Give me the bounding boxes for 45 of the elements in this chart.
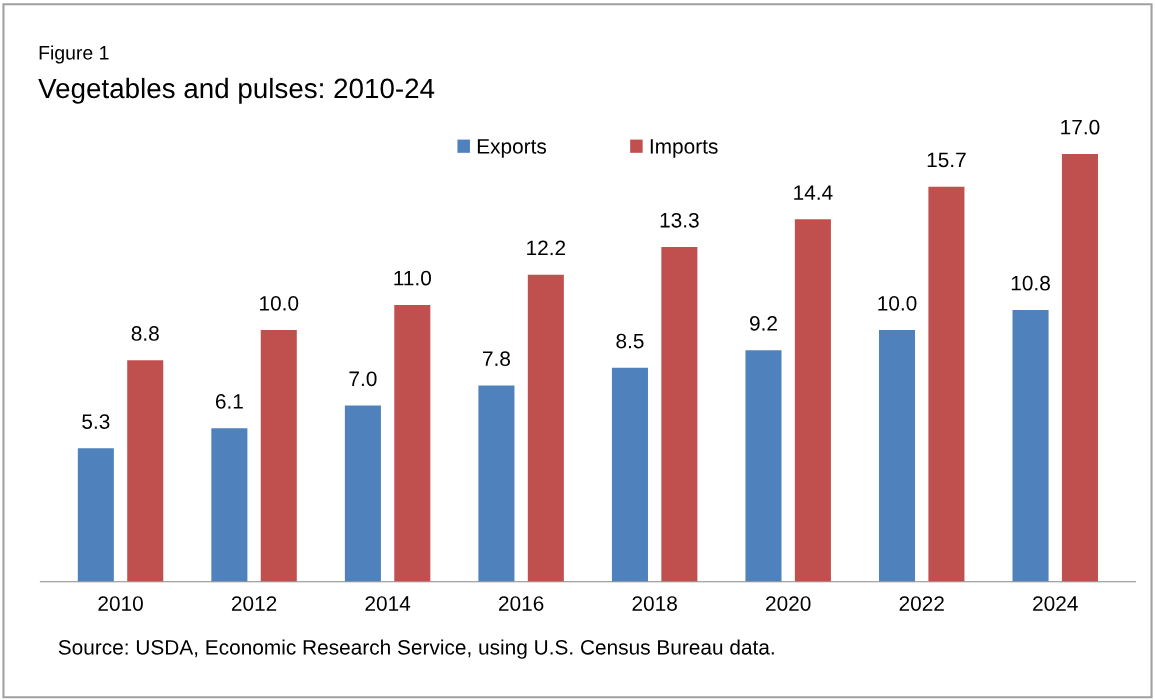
bar: [77, 448, 114, 582]
x-tick-label: 2022: [899, 596, 944, 611]
bar: [878, 330, 916, 582]
data-label: 14.4: [794, 185, 833, 200]
data-label: 17.0: [1061, 119, 1100, 135]
x-tick-label: 2018: [632, 596, 677, 611]
legend-label: Imports: [650, 139, 718, 158]
x-tick-label: 2016: [499, 596, 544, 611]
data-label: 8.8: [131, 326, 159, 341]
x-tick-label: 2014: [365, 596, 411, 611]
data-label: 7.8: [483, 351, 510, 367]
data-label: 9.2: [749, 316, 777, 331]
data-label: 10.0: [878, 295, 917, 311]
source-note: Source: USDA, Economic Research Service, using U.S. Census Bureau data.: [58, 639, 774, 659]
bar: [344, 405, 381, 582]
data-label: 12.2: [527, 240, 566, 256]
data-label: 8.5: [616, 333, 644, 349]
bar: [661, 247, 698, 582]
data-label: 7.0: [349, 371, 377, 387]
data-label: 10.8: [1011, 275, 1050, 291]
data-label: 6.1: [215, 394, 243, 409]
bar: [794, 219, 831, 582]
legend-label: Exports: [477, 139, 547, 158]
bar: [260, 330, 297, 582]
x-tick-label: 2010: [98, 596, 143, 611]
bar: [1012, 309, 1049, 582]
data-label: 15.7: [927, 152, 966, 168]
x-tick-label: 2012: [231, 596, 277, 611]
chart-subtitle: Figure 1: [39, 45, 109, 64]
data-label: 11.0: [394, 270, 431, 286]
x-tick-label: 2020: [766, 596, 811, 611]
data-label: 10.0: [260, 295, 299, 311]
bar: [1061, 153, 1098, 582]
chart-title: Vegetables and pulses: 2010-24: [38, 77, 435, 104]
bar: [478, 385, 515, 582]
data-label: 13.3: [660, 212, 699, 228]
data-label: 5.3: [82, 414, 110, 429]
bar: [611, 367, 648, 582]
bar: [527, 274, 564, 582]
bar: [928, 186, 965, 582]
x-tick-label: 2024: [1033, 596, 1078, 611]
bar: [394, 304, 431, 582]
bar: [745, 350, 782, 582]
bar: [127, 360, 164, 582]
bar: [211, 428, 248, 582]
